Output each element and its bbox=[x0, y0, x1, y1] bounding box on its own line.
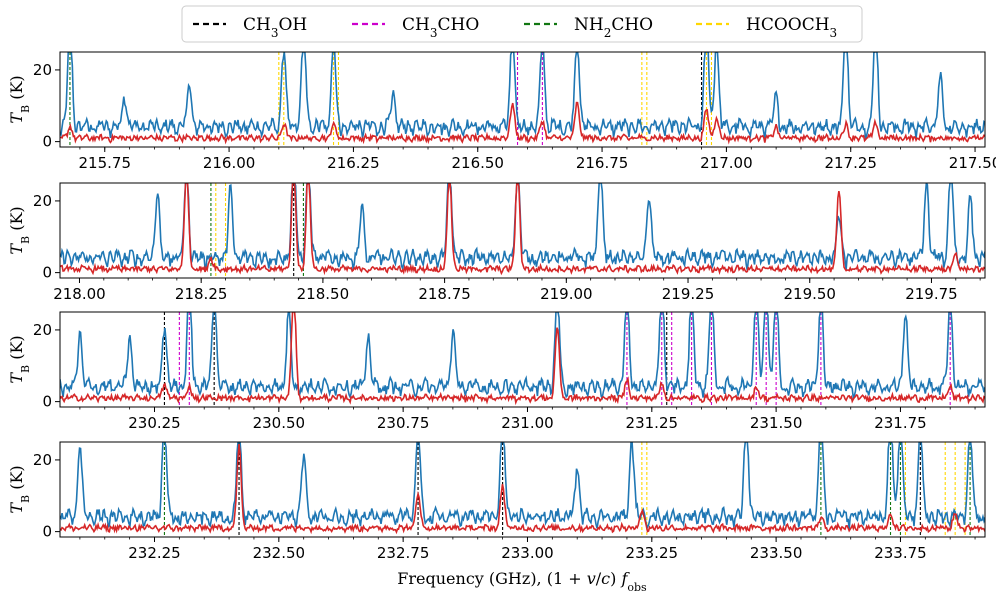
x-tick-label: 231.00 bbox=[501, 414, 554, 432]
legend-label: NH2CHO bbox=[574, 15, 653, 40]
y-tick-label: 20 bbox=[33, 321, 52, 339]
axes-frame bbox=[59, 441, 986, 538]
panel-3: 230.25 230.50 230.75 231.00 231.25 231.50 231.… bbox=[7, 311, 986, 432]
legend-label: CH3OH bbox=[243, 15, 307, 40]
y-tick-label: 0 bbox=[42, 264, 52, 282]
legend-box bbox=[181, 5, 863, 43]
x-tick-label: 232.75 bbox=[377, 544, 430, 562]
x-tick-label: 233.75 bbox=[874, 544, 927, 562]
y-axis-label: TB (K) bbox=[7, 75, 32, 123]
axes-frame bbox=[59, 311, 986, 408]
x-tick-label: 233.00 bbox=[501, 544, 554, 562]
spectrum-red-line bbox=[60, 443, 985, 535]
x-tick-label: 216.00 bbox=[203, 154, 256, 172]
legend-entry-nh2cho: NH2CHO bbox=[524, 15, 653, 40]
x-tick-label: 230.50 bbox=[253, 414, 306, 432]
spectrum-blue-line bbox=[60, 442, 985, 530]
legend-label: CH3CHO bbox=[402, 15, 479, 40]
x-tick-label: 232.50 bbox=[253, 544, 306, 562]
y-tick-label: 0 bbox=[42, 393, 52, 411]
x-tick-label: 218.50 bbox=[297, 285, 350, 303]
x-tick-label: 216.50 bbox=[451, 154, 504, 172]
spectrum-blue-line bbox=[60, 183, 985, 273]
spectrum-blue-line bbox=[60, 52, 985, 140]
spectrum-red-line bbox=[60, 312, 985, 406]
y-tick-label: 0 bbox=[42, 523, 52, 541]
plot-area bbox=[60, 442, 985, 537]
x-tick-label: 218.75 bbox=[418, 285, 471, 303]
x-tick-label: 217.00 bbox=[700, 154, 753, 172]
x-tick-label: 215.75 bbox=[79, 154, 132, 172]
x-tick-label: 231.50 bbox=[750, 414, 803, 432]
y-axis-label: TB (K) bbox=[7, 335, 32, 383]
x-tick-label: 219.50 bbox=[783, 285, 836, 303]
x-tick-label: 233.25 bbox=[626, 544, 679, 562]
panel-1: 215.75 216.00 216.25 216.50 216.75 217.00 217.… bbox=[7, 51, 996, 172]
x-tick-label: 216.25 bbox=[327, 154, 380, 172]
legend: CH3OH CH3CHO NH2CHO HCOOCH3 bbox=[181, 5, 863, 43]
y-tick-label: 20 bbox=[33, 61, 52, 79]
spectrum-red-line bbox=[60, 101, 985, 145]
y-tick-label: 0 bbox=[42, 133, 52, 151]
x-tick-label: 219.75 bbox=[905, 285, 958, 303]
x-tick-label: 231.75 bbox=[874, 414, 927, 432]
y-axis-label: TB (K) bbox=[7, 465, 32, 513]
x-tick-label: 230.25 bbox=[128, 414, 181, 432]
axes-frame bbox=[59, 182, 986, 279]
legend-entry-ch3oh: CH3OH bbox=[193, 15, 307, 40]
x-tick-label: 218.25 bbox=[175, 285, 228, 303]
y-tick-label: 20 bbox=[33, 451, 52, 469]
spectrum-red-line bbox=[60, 183, 985, 276]
x-tick-label: 218.00 bbox=[53, 285, 106, 303]
x-axis-label: Frequency (GHz), (1 + v/c) fobs bbox=[397, 569, 647, 593]
x-tick-label: 219.00 bbox=[540, 285, 593, 303]
x-tick-label: 216.75 bbox=[576, 154, 629, 172]
legend-label: HCOOCH3 bbox=[746, 15, 837, 40]
legend-entry-ch3cho: CH3CHO bbox=[352, 15, 479, 40]
axes-frame bbox=[59, 51, 986, 148]
x-tick-label: 231.25 bbox=[626, 414, 679, 432]
y-axis-label: TB (K) bbox=[7, 206, 32, 254]
y-tick-label: 20 bbox=[33, 192, 52, 210]
x-tick-label: 217.25 bbox=[824, 154, 877, 172]
panel-4: 232.25 232.50 232.75 233.00 233.25 233.50 233.… bbox=[7, 441, 986, 562]
x-tick-label: 230.75 bbox=[377, 414, 430, 432]
x-tick-label: 233.50 bbox=[750, 544, 803, 562]
spectrum-blue-line bbox=[60, 312, 985, 402]
plot-area bbox=[60, 52, 985, 147]
panel-2: 218.00 218.25 218.50 218.75 219.00 219.25 219.… bbox=[7, 182, 986, 303]
x-tick-label: 232.25 bbox=[128, 544, 181, 562]
x-tick-label: 217.50 bbox=[949, 154, 996, 172]
x-tick-label: 219.25 bbox=[662, 285, 715, 303]
panels: 215.75 216.00 216.25 216.50 216.75 217.00 217.… bbox=[7, 51, 996, 562]
legend-entry-hcooch3: HCOOCH3 bbox=[696, 15, 837, 40]
plot-area bbox=[60, 183, 985, 278]
plot-area bbox=[60, 312, 985, 407]
